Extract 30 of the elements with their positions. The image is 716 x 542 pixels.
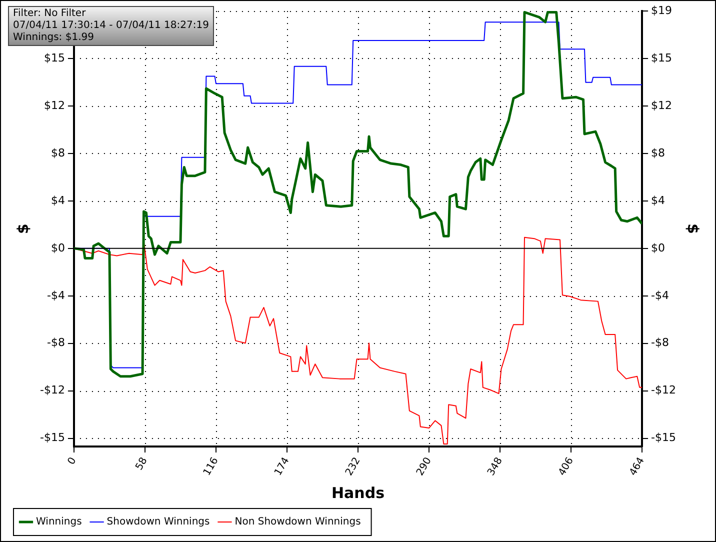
y-tick-label: $15 bbox=[44, 51, 65, 64]
y2-axis-title: $ bbox=[684, 224, 702, 234]
y-axis-title: $ bbox=[14, 224, 32, 234]
x-axis-title: Hands bbox=[331, 484, 385, 502]
legend-label: Showdown Winnings bbox=[106, 516, 210, 528]
y2-tick-label: $8 bbox=[651, 146, 666, 160]
y-tick-label: $0 bbox=[50, 241, 65, 254]
y2-tick-label: -$8 bbox=[651, 336, 670, 350]
x-tick-label: 58 bbox=[134, 456, 150, 472]
y2-tick-label: -$15 bbox=[651, 431, 676, 444]
y-tick-label: -$15 bbox=[40, 431, 65, 444]
y2-tick-label: $12 bbox=[651, 98, 672, 112]
y2-tick-label: -$4 bbox=[651, 288, 670, 302]
y-tick-label: -$8 bbox=[46, 336, 65, 350]
y-tick-label: -$4 bbox=[46, 288, 65, 302]
y2-tick-label: -$12 bbox=[651, 384, 676, 397]
y-tick-label: $8 bbox=[50, 146, 65, 160]
y-tick-label: -$12 bbox=[40, 384, 65, 397]
annotation: Winnings: $1.99 bbox=[13, 32, 95, 44]
x-tick-label: 0 bbox=[66, 456, 79, 467]
annotation: Filter: No Filter bbox=[13, 8, 87, 20]
y-tick-label: $4 bbox=[50, 194, 65, 207]
y2-tick-label: $0 bbox=[651, 241, 666, 254]
annotation: 07/04/11 17:30:14 - 07/04/11 18:27:19 bbox=[13, 20, 209, 32]
y2-tick-label: $15 bbox=[651, 51, 672, 64]
y2-tick-label: $4 bbox=[651, 194, 666, 207]
y2-tick-label: $19 bbox=[651, 4, 672, 17]
y-tick-label: $12 bbox=[44, 98, 65, 112]
legend-label: Non Showdown Winnings bbox=[234, 516, 361, 528]
legend-label: Winnings bbox=[36, 516, 82, 528]
